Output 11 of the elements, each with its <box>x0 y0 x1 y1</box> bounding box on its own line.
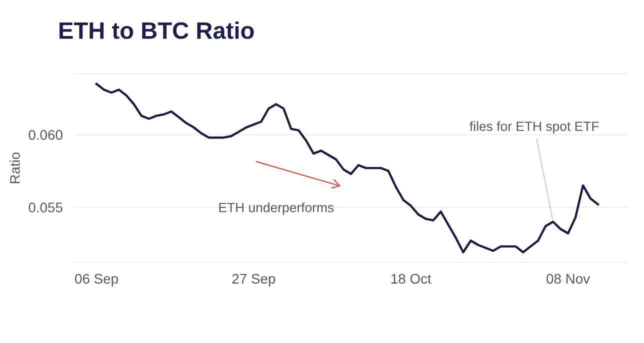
x-tick-label: 06 Sep <box>75 274 118 286</box>
x-tick-label: 18 Oct <box>391 274 432 284</box>
x-tick-label: 27 Sep <box>232 274 276 286</box>
chart-title: ETH to BTC Ratio <box>60 22 254 39</box>
y-tick-label: 0.055 <box>28 202 62 212</box>
line-series <box>95 82 600 254</box>
y-tick-label: 0.060 <box>28 130 62 140</box>
annotation: files for ETH spot ETF <box>470 121 599 134</box>
y-axis-title: Ratio <box>10 152 20 184</box>
annotation: ETH underperforms <box>219 202 334 215</box>
x-tick-label: 08 Nov <box>546 274 590 284</box>
